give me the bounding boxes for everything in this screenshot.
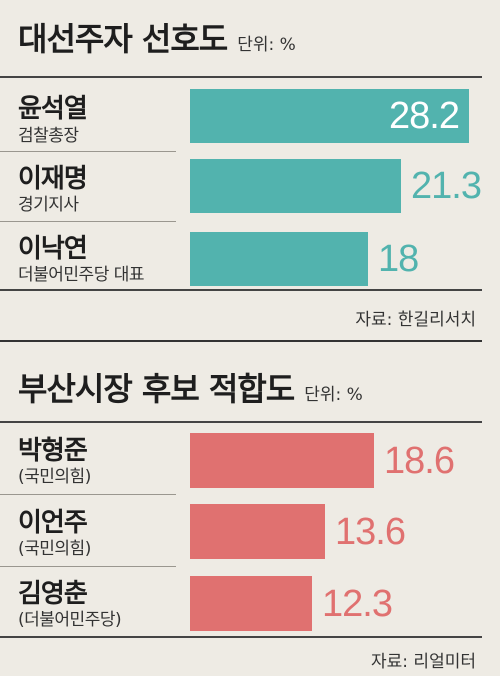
row-separator [0, 151, 176, 152]
chart-panel-presidential: 대선주자 선호도 단위: % 윤석열 검찰총장 이재명 경기지사 이낙연 더불어민… [0, 14, 482, 330]
bar-박형준 [190, 433, 374, 488]
bar-value-label: 28.2 [389, 95, 460, 137]
candidate-subtitle: 더불어민주당 대표 [18, 265, 145, 285]
candidate-name: 이재명 [18, 164, 88, 194]
footer-line [0, 289, 482, 291]
row-separator [0, 494, 176, 495]
chart-unit: 단위: % [237, 35, 296, 55]
candidate-name: 이언주 [18, 508, 88, 538]
bar-이낙연 [190, 232, 368, 286]
candidate-name: 윤석열 [18, 94, 88, 124]
bar-value-label: 13.6 [335, 510, 406, 553]
candidate-subtitle: (더불어민주당) [18, 610, 122, 630]
candidate-subtitle: (국민의힘) [18, 539, 91, 559]
row-separator [0, 221, 176, 222]
row-separator [0, 566, 176, 567]
candidate-name: 김영춘 [18, 579, 88, 609]
source-note: 자료: 리얼미터 [371, 652, 476, 672]
chart-panel-busan: 부산시장 후보 적합도 단위: % 박형준 (국민의힘) 이언주 (국민의힘) 김… [0, 346, 500, 676]
chart-title-row: 대선주자 선호도 단위: % [18, 14, 296, 60]
bar-value-label: 18 [378, 238, 419, 280]
chart-title-row: 부산시장 후보 적합도 단위: % [18, 364, 363, 410]
source-note: 자료: 한길리서치 [355, 310, 476, 330]
bar-value-label: 18.6 [384, 439, 455, 482]
header-line [0, 76, 482, 78]
chart-unit: 단위: % [304, 385, 363, 405]
bar-윤석열 [190, 89, 469, 143]
bar-value-label: 21.3 [411, 165, 482, 207]
section-divider [0, 340, 482, 342]
bar-이언주 [190, 504, 325, 559]
footer-line [0, 636, 482, 638]
candidate-subtitle: (국민의힘) [18, 467, 91, 487]
candidate-subtitle: 검찰총장 [18, 126, 79, 146]
bar-value-label: 12.3 [322, 582, 393, 625]
bar-김영춘 [190, 576, 312, 631]
candidate-name: 박형준 [18, 436, 88, 466]
chart-title: 대선주자 선호도 [18, 20, 228, 58]
candidate-name: 이낙연 [18, 234, 88, 264]
candidate-subtitle: 경기지사 [18, 195, 79, 215]
bar-이재명 [190, 159, 401, 213]
chart-title: 부산시장 후보 적합도 [18, 370, 295, 408]
header-line [0, 421, 482, 423]
